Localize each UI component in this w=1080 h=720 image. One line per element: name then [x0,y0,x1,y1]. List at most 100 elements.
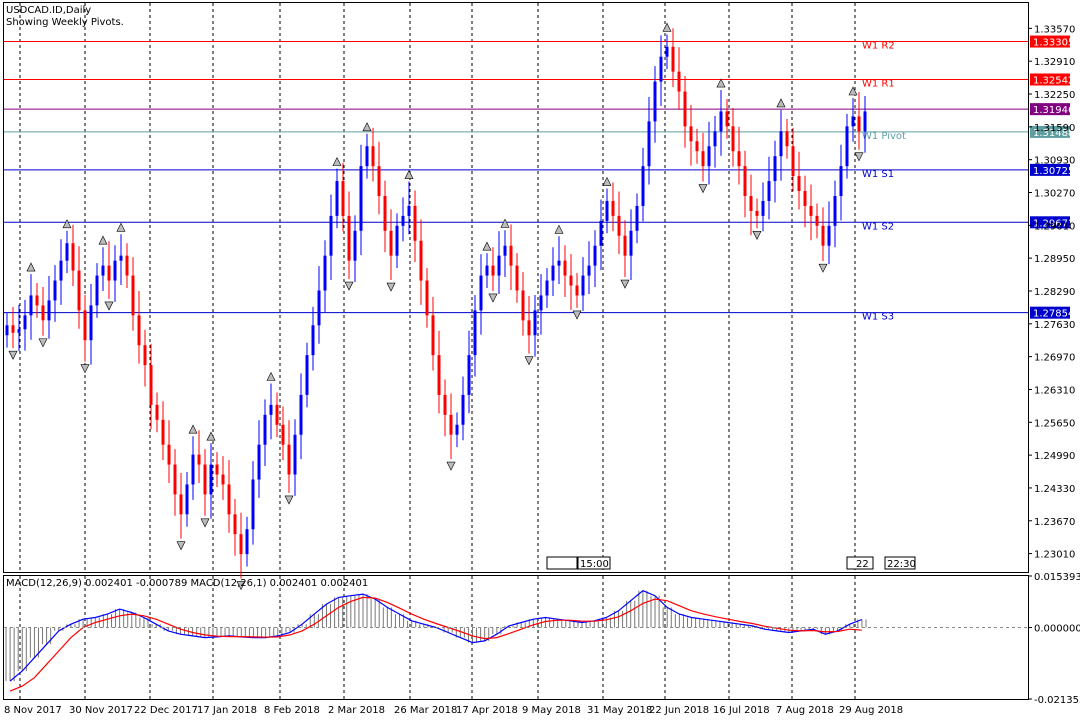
bull-candle [485,265,489,276]
bear-candle [35,295,39,306]
bull-candle [395,225,399,256]
bear-candle [419,240,423,281]
bull-candle [707,146,711,167]
bull-candle [545,280,549,296]
fractal-down-arrow-icon [200,518,210,528]
pivot-name: W1 S2 [862,221,894,232]
bear-candle [743,166,747,196]
pivot-name: W1 R1 [862,78,895,89]
bear-candle [239,534,243,555]
scroll-marker-box [546,556,578,570]
bear-candle [611,200,615,216]
scroll-markers[interactable]: 15:00 22 22:30 [546,556,916,570]
fractal-down-arrow-icon [386,282,396,292]
fractal-up-arrow-icon [116,222,126,232]
price-badge [1030,216,1070,229]
price-tick-label: 1.26310 [1034,385,1075,396]
bull-candle [353,230,357,261]
bear-candle [77,270,81,311]
fractal-down-arrow-icon [38,338,48,348]
bear-candle [215,464,219,475]
bear-candle [725,111,729,127]
bull-candle [863,111,867,132]
bear-candle [677,71,681,92]
macd-label: MACD(12,26,9) 0.002401 -0.000789 MACD(12… [6,578,368,589]
fractal-up-arrow-icon [482,241,492,251]
bull-candle [407,205,411,216]
bear-candle [125,255,129,276]
bear-candle [383,195,387,231]
bull-candle [653,81,657,122]
pivot-lines: W1 R2 1.33305 W1 R1 1.32542 1.31946 W1 Pivot 1… [4,35,1074,323]
time-tick-label: 8 Feb 2018 [264,705,320,716]
bull-candle [635,205,639,231]
bear-candle [371,146,375,167]
bull-candle [557,260,561,266]
bear-candle [821,225,825,246]
scroll-time-label: 15:00 [580,559,609,570]
bull-candle [17,329,21,333]
price-badge [1030,163,1070,176]
bull-candle [719,111,723,132]
time-tick-label: 2 Mar 2018 [328,705,385,716]
scroll-time-box [577,556,611,570]
bull-candle [647,121,651,167]
bull-candle [401,215,405,226]
price-tick-label: 1.31590 [1034,123,1075,134]
bear-candle [569,275,573,286]
bear-candle [527,320,531,336]
fractal-down-arrow-icon [8,350,18,360]
bear-candle [431,315,435,356]
fractal-up-arrow-icon [554,224,564,234]
time-tick-label: 9 May 2018 [522,705,581,716]
price-tick-label: 1.24330 [1034,484,1075,495]
bear-candle [443,394,447,415]
time-tick-label: 7 Aug 2018 [776,705,834,716]
bull-candle [59,260,63,281]
bear-candle [221,474,225,485]
price-tick-label: 1.25650 [1034,418,1075,429]
bear-candle [155,404,159,420]
fractal-up-arrow-icon [266,371,276,381]
time-tick-label: 22 Jun 2018 [649,705,709,716]
fractal-up-arrow-icon [662,22,672,32]
price-tick-label: 1.30270 [1034,189,1075,200]
bear-candle [671,46,675,72]
price-tick-label: 1.24990 [1034,451,1075,462]
bear-candle [683,91,687,127]
bull-candle [191,454,195,485]
symbol-title: USDCAD.ID,Daily [6,5,91,16]
fractal-up-arrow-icon [776,98,786,108]
macd-panel-frame [3,575,1029,700]
bear-candle [11,325,15,333]
bull-candle [833,195,837,226]
fractal-up-arrow-icon [716,78,726,88]
bear-candle [701,151,705,167]
bear-candle [515,265,519,291]
fractal-down-arrow-icon [344,281,354,291]
bear-candle [755,210,759,216]
chart-subtitle: Showing Weekly Pivots. [6,17,124,28]
bear-candle [425,280,429,316]
macd-tick-label: 0.015393 [1034,572,1080,583]
bull-candle [119,255,123,261]
bear-candle [203,464,207,495]
bull-candle [209,464,213,495]
bear-candle [161,419,165,445]
bear-candle [83,310,87,341]
fractal-down-arrow-icon [104,301,114,311]
bear-candle [377,166,381,196]
bull-candle [185,484,189,515]
pivot-name: W1 S3 [862,312,894,323]
bull-candle [605,200,609,221]
macd-signal-line [9,596,862,692]
bear-candle [797,176,801,192]
bull-candle [587,265,591,276]
fractal-down-arrow-icon [752,231,762,240]
bull-candle [551,265,555,281]
macd-tick-label: 0.000000 [1034,624,1080,635]
bull-candle [23,315,27,330]
price-badge [1030,125,1070,138]
fractal-down-arrow-icon [620,279,630,289]
